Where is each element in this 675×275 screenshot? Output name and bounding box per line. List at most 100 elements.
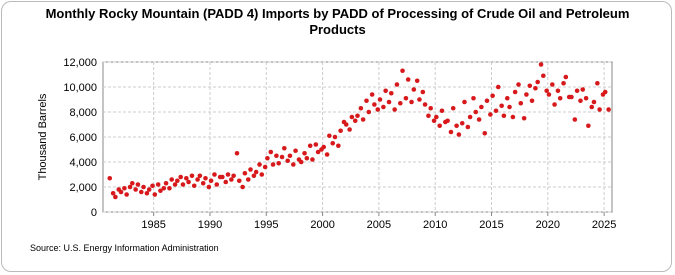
point <box>586 123 591 129</box>
point <box>414 78 420 84</box>
point <box>355 113 360 119</box>
point <box>161 185 167 191</box>
point <box>253 169 259 175</box>
point <box>343 122 349 127</box>
point <box>321 144 327 150</box>
point <box>155 182 161 187</box>
y-axis-label: Thousand Barrels <box>37 93 49 180</box>
point <box>420 89 426 95</box>
point <box>240 184 245 190</box>
point <box>516 82 521 87</box>
point <box>195 177 200 182</box>
source: Source: U.S. Energy Information Administ… <box>30 243 219 253</box>
point <box>507 104 512 110</box>
point <box>574 88 580 94</box>
point <box>409 99 414 105</box>
x-tick-label: 2005 <box>367 219 391 231</box>
y-tick-label: 12,000 <box>63 57 97 69</box>
point <box>208 178 214 184</box>
point <box>268 149 274 155</box>
point <box>510 114 516 120</box>
point <box>133 187 138 192</box>
point <box>448 129 454 135</box>
point <box>563 74 569 80</box>
point <box>529 98 535 104</box>
point <box>262 164 268 170</box>
point <box>138 189 144 195</box>
point <box>180 182 186 187</box>
point <box>583 95 589 101</box>
point <box>555 88 561 94</box>
point <box>377 97 383 102</box>
point <box>535 79 540 85</box>
point <box>465 124 471 130</box>
point <box>186 179 191 185</box>
frame <box>1 1 672 272</box>
point <box>146 187 152 192</box>
point <box>257 162 262 167</box>
point <box>434 114 439 120</box>
point <box>336 143 341 149</box>
point <box>533 85 538 91</box>
point <box>439 108 445 114</box>
point <box>445 118 450 124</box>
point <box>358 105 364 111</box>
point <box>422 102 428 107</box>
point <box>307 143 313 149</box>
point <box>527 83 533 89</box>
x-tick-label: 2010 <box>423 219 447 231</box>
point <box>431 118 437 124</box>
point <box>538 62 544 67</box>
point <box>569 94 574 100</box>
point <box>313 142 319 147</box>
point <box>403 95 409 101</box>
point <box>274 153 279 159</box>
point <box>524 92 529 97</box>
point <box>546 92 552 97</box>
point <box>315 149 321 155</box>
point <box>107 175 113 181</box>
point <box>411 87 417 92</box>
point <box>282 145 287 151</box>
point <box>550 82 555 87</box>
point <box>293 148 298 154</box>
point <box>141 184 146 190</box>
point <box>490 93 495 99</box>
point <box>476 117 482 122</box>
point <box>501 113 507 119</box>
point <box>552 102 557 107</box>
point <box>327 133 332 139</box>
chart-title: Monthly Rocky Mountain (PADD 4) Imports … <box>45 6 630 37</box>
point <box>459 120 465 126</box>
point <box>135 182 141 187</box>
point <box>405 77 411 82</box>
point <box>332 134 338 140</box>
point <box>298 159 304 165</box>
point <box>276 160 281 166</box>
point <box>118 189 124 195</box>
point <box>369 92 375 97</box>
point <box>467 114 473 120</box>
point <box>482 130 488 136</box>
point <box>493 108 499 114</box>
point <box>479 104 484 110</box>
point <box>231 173 236 179</box>
point <box>203 175 208 181</box>
point <box>251 173 257 179</box>
point <box>152 192 158 197</box>
point <box>471 95 476 101</box>
y-tick-label: 8,000 <box>69 107 97 119</box>
point <box>285 158 290 164</box>
point <box>400 68 405 74</box>
point <box>175 178 180 184</box>
point <box>197 173 203 179</box>
x-tick-label: 2025 <box>592 219 616 231</box>
point <box>163 180 169 186</box>
point <box>488 112 493 117</box>
point <box>495 84 501 90</box>
point <box>259 172 265 177</box>
point <box>129 180 135 186</box>
point <box>383 88 388 94</box>
point <box>372 102 377 107</box>
point <box>110 190 116 196</box>
